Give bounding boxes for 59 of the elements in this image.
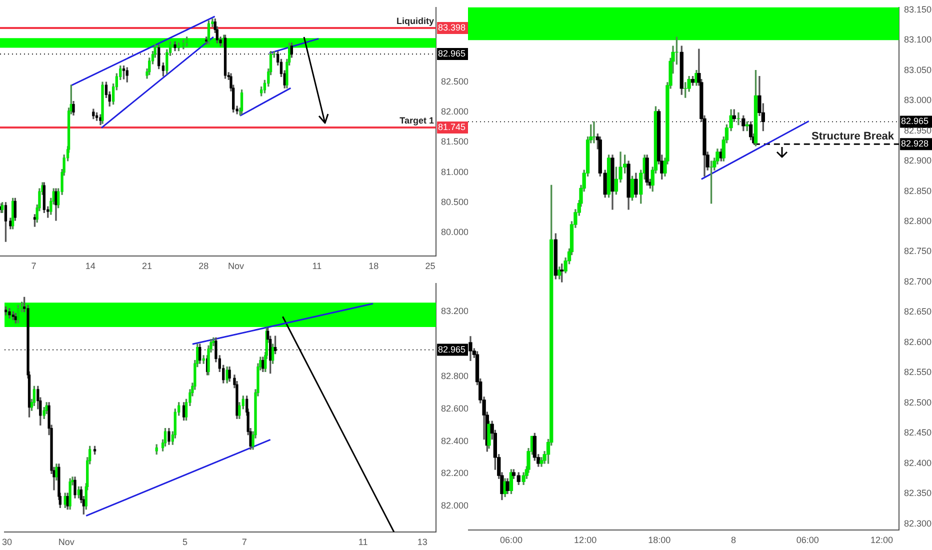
x-tick-label: 18:00 [648,534,671,545]
y-tick-label: 82.300 [904,518,932,528]
x-tick-label: 7 [242,536,247,547]
ref-line-label: 81.745 [438,122,466,132]
y-tick-label: 83.000 [904,95,932,106]
y-tick-label: 83.150 [904,4,932,14]
y-tick-label: 82.600 [441,403,469,414]
x-tick-label: 18 [368,260,379,271]
y-tick-label: 82.750 [904,246,932,256]
y-tick-label: 81.000 [441,166,469,177]
x-tick-label: 7 [31,260,36,271]
x-tick-label: 11 [358,536,368,547]
y-tick-label: 82.700 [904,276,932,286]
x-tick-label: 28 [198,260,209,271]
ref-line-label: 82.965 [438,344,466,354]
y-tick-label: 82.800 [441,371,469,382]
y-tick-label: 80.500 [441,196,469,207]
y-tick-label: 82.650 [904,306,932,317]
y-tick-label: 82.550 [904,367,932,378]
y-tick-label: 82.950 [904,125,932,136]
y-tick-label: 82.450 [904,428,932,438]
y-tick-label: 82.800 [904,216,932,226]
data-label: 82.928 [901,138,929,149]
x-tick-label: 25 [425,260,436,271]
annotation: Liquidity [396,16,434,26]
y-tick-label: 82.400 [904,458,932,468]
y-tick-label: 82.000 [441,106,469,117]
x-tick-label: 5 [182,536,188,547]
annotation: Target 1 [400,115,434,126]
y-tick-label: 82.350 [904,488,932,498]
x-tick-label: 30 [2,536,12,547]
ref-line-label: 83.398 [438,22,466,32]
y-tick-label: 82.900 [904,156,932,166]
x-tick-label: Nov [228,260,245,271]
x-tick-label: 12:00 [574,534,597,545]
x-tick-label: 21 [142,260,152,271]
y-tick-label: 82.500 [904,397,932,408]
y-tick-label: 83.050 [904,64,932,75]
x-tick-label: Nov [58,536,75,547]
y-tick-label: 80.000 [441,227,469,238]
annotation: Structure Break [812,130,895,143]
x-tick-label: 06:00 [500,534,522,545]
x-tick-label: 11 [312,260,322,271]
y-tick-label: 82.000 [441,500,469,511]
y-tick-label: 82.600 [904,336,932,347]
x-tick-label: 13 [417,536,428,547]
ref-line-label: 82.965 [901,116,929,126]
y-tick-label: 81.500 [441,136,469,147]
x-tick-label: 06:00 [796,534,819,545]
y-tick-label: 82.850 [904,186,932,196]
x-tick-label: 8 [731,534,736,545]
ref-line-label: 82.965 [438,48,466,59]
y-tick-label: 83.100 [904,34,932,45]
y-tick-label: 82.400 [441,436,469,446]
y-tick-label: 82.200 [441,468,469,478]
y-tick-label: 82.500 [441,76,469,87]
x-tick-label: 14 [85,260,96,271]
x-tick-label: 12:00 [870,534,893,545]
y-tick-label: 83.200 [441,306,469,316]
